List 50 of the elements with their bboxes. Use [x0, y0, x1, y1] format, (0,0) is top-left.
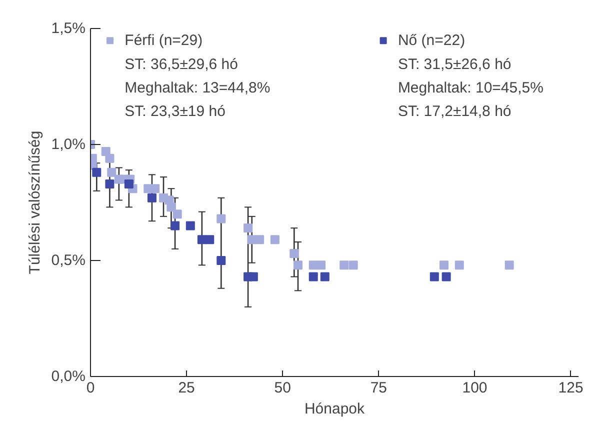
point: [440, 260, 449, 270]
point: [105, 154, 114, 163]
point: [454, 260, 464, 270]
legend-label: Férfi (n=29): [124, 32, 203, 50]
point: [255, 235, 264, 244]
x-tick-label: 25: [178, 380, 195, 396]
annotation: Meghaltak: 10=45,5%: [398, 80, 544, 97]
point: [172, 210, 182, 219]
point: [186, 221, 195, 230]
legend-label: Nő (n=22): [398, 32, 466, 50]
x-tick-label: 100: [462, 380, 488, 396]
point: [107, 168, 116, 177]
x-tick-label: 0: [86, 380, 95, 396]
point: [316, 260, 326, 270]
point: [293, 260, 302, 270]
point: [124, 179, 134, 188]
x-axis-title: Hónapok: [304, 400, 366, 418]
point: [216, 256, 226, 265]
y-tick-label: 0,0%: [51, 368, 86, 385]
point: [290, 249, 299, 258]
annotation: ST: 36,5±29,6 hó: [124, 56, 238, 73]
annotation: Meghaltak: 13=44,8%: [124, 80, 270, 97]
point: [216, 214, 226, 224]
x-tick-label: 50: [274, 380, 291, 396]
annotation: ST: 23,3±19 hó: [124, 103, 226, 120]
x-tick-label: 75: [370, 380, 388, 396]
point: [340, 260, 349, 270]
point: [92, 168, 102, 177]
y-tick-label: 0,5%: [51, 252, 86, 269]
point: [504, 260, 514, 270]
y-tick-label: 1,5%: [51, 20, 86, 37]
annotation: ST: 31,5±26,6 hó: [398, 56, 512, 73]
x-tick-label: 125: [558, 380, 584, 396]
point: [308, 272, 318, 282]
point: [166, 202, 176, 212]
point: [205, 235, 214, 244]
y-tick-label: 1,0%: [51, 136, 86, 153]
point: [248, 272, 258, 282]
point: [320, 272, 330, 282]
point: [147, 193, 156, 202]
y-axis-title: Túlélési valószínűség: [26, 130, 44, 274]
point: [270, 235, 280, 244]
point: [244, 224, 253, 233]
point: [150, 184, 160, 194]
point: [105, 179, 114, 188]
point: [442, 272, 451, 282]
point: [348, 260, 358, 270]
annotation: ST: 17,2±14,8 hó: [398, 103, 512, 120]
point: [430, 272, 439, 282]
point: [170, 221, 180, 230]
